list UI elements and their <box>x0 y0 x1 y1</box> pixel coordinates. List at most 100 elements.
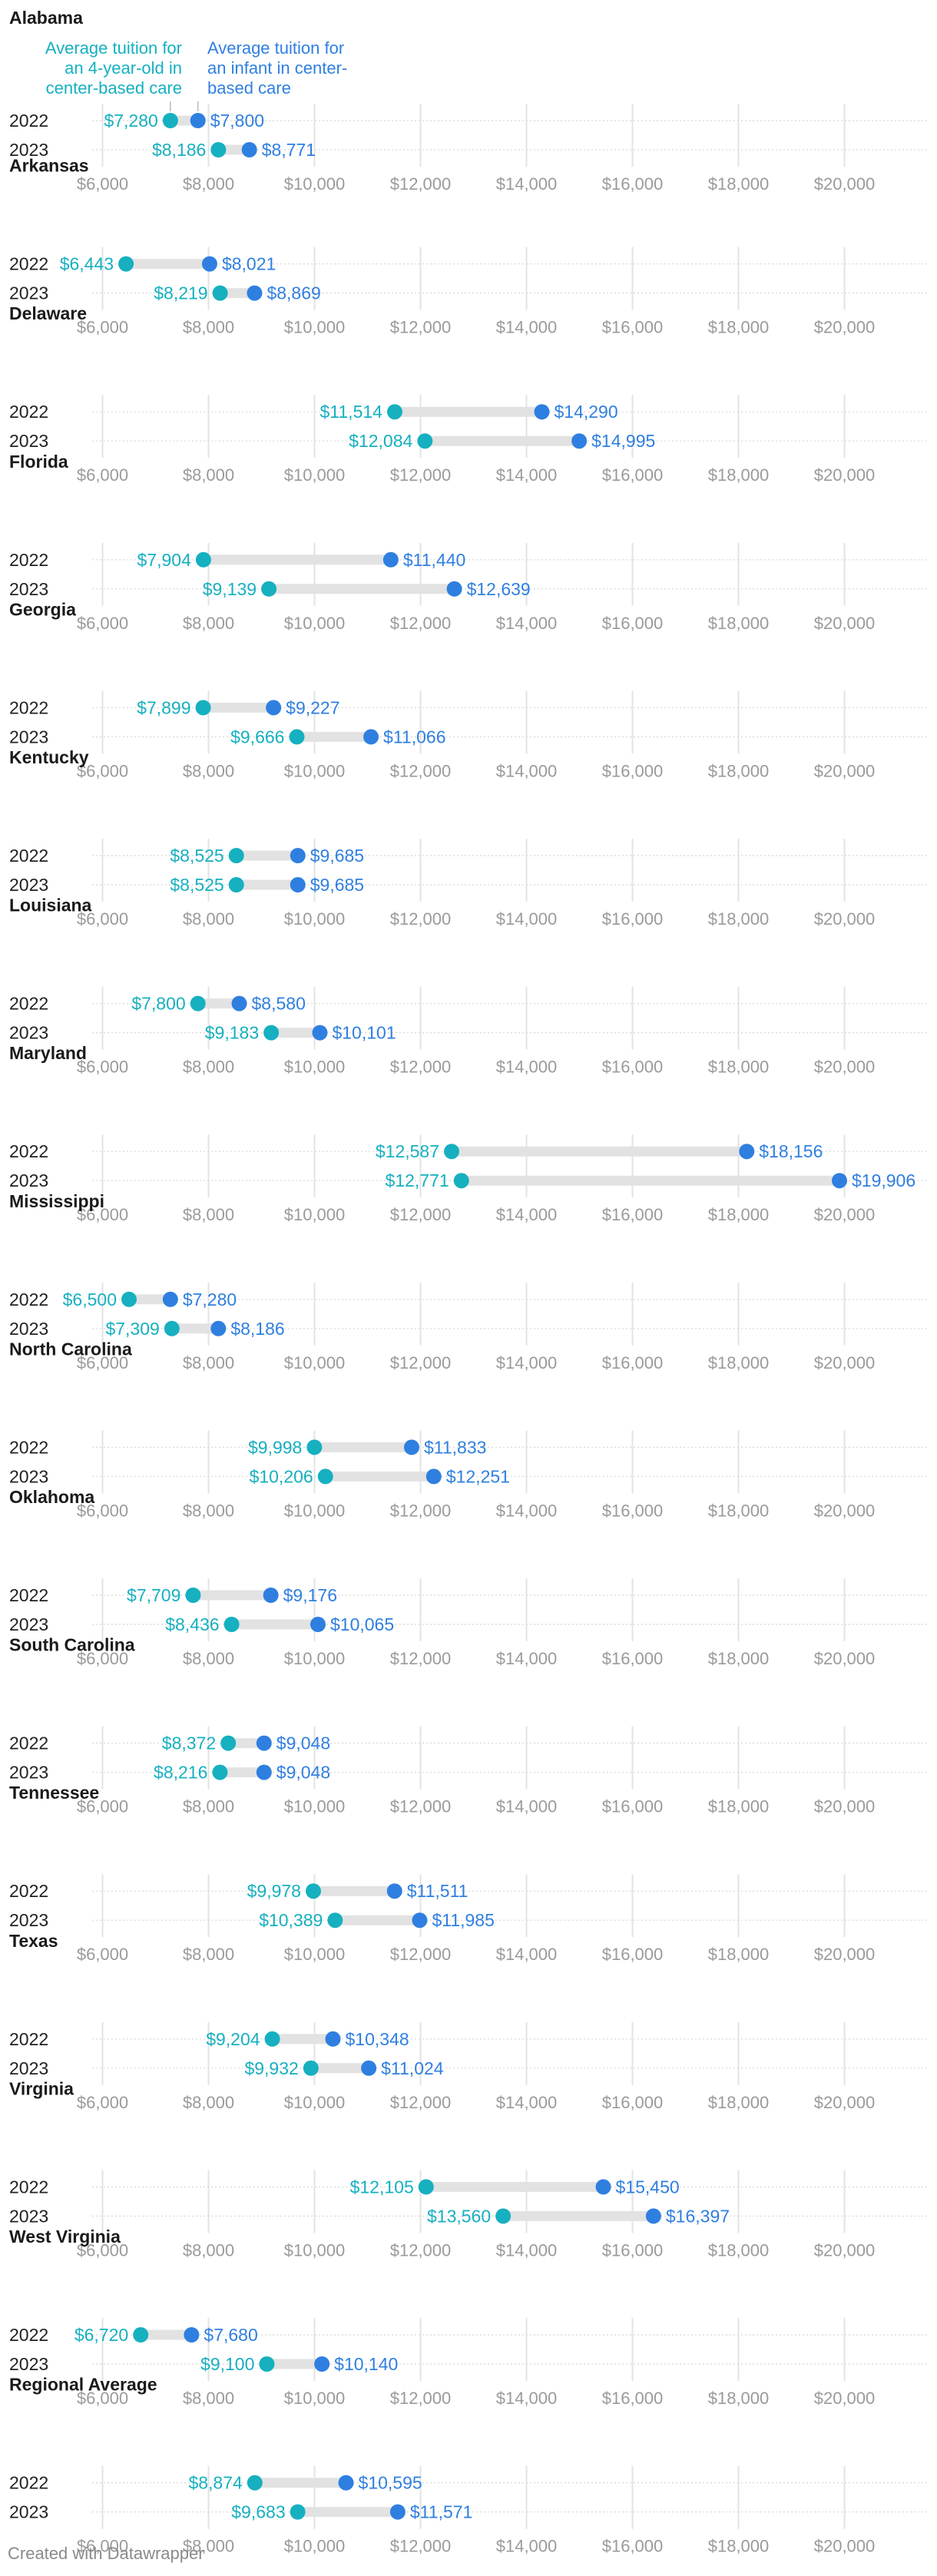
x-tick-label: $12,000 <box>390 1205 452 1224</box>
x-tick-label: $20,000 <box>814 1058 876 1077</box>
dot-infant <box>231 995 247 1012</box>
x-tick-label: $10,000 <box>284 318 346 337</box>
x-tick-label: $16,000 <box>602 614 664 633</box>
group-title-4: Georgia <box>9 599 76 619</box>
x-tick-label: $16,000 <box>602 2389 664 2408</box>
x-tick-label: $20,000 <box>814 1945 876 1964</box>
year-label: 2023 <box>9 875 48 895</box>
x-tick-label: $18,000 <box>708 2240 770 2260</box>
dot-4-year-old <box>223 1617 240 1632</box>
group-title-10: Oklahoma <box>9 1487 94 1507</box>
x-tick-label: $10,000 <box>284 909 346 929</box>
x-tick-label: $10,000 <box>284 1649 346 1668</box>
x-tick-label: $12,000 <box>390 1797 452 1816</box>
x-tick-label: $8,000 <box>183 1649 234 1668</box>
dot-infant <box>446 581 462 597</box>
x-tick-label: $6,000 <box>77 1649 128 1668</box>
x-tick-label: $8,000 <box>183 1058 234 1077</box>
dot-infant <box>338 2475 354 2491</box>
dot-4-year-old <box>212 285 228 301</box>
dot-4-year-old <box>386 404 402 420</box>
value-label-4-year-old: $8,216 <box>154 1763 207 1783</box>
year-label: 2022 <box>9 254 48 274</box>
year-label: 2023 <box>9 727 48 747</box>
x-tick-label: $20,000 <box>814 2537 876 2556</box>
x-tick-label: $6,000 <box>77 1945 128 1964</box>
x-tick-label: $12,000 <box>390 1501 452 1520</box>
value-label-4-year-old: $9,183 <box>205 1023 259 1043</box>
x-tick-label: $16,000 <box>602 1205 664 1224</box>
x-tick-label: $8,000 <box>183 1353 234 1372</box>
value-label-4-year-old: $7,309 <box>105 1319 159 1339</box>
dot-infant <box>832 1173 848 1189</box>
dot-4-year-old <box>303 2060 319 2076</box>
year-label: 2023 <box>9 2502 48 2522</box>
dot-4-year-old <box>162 113 178 128</box>
x-tick-label: $14,000 <box>496 909 558 929</box>
x-tick-label: $8,000 <box>183 1501 234 1520</box>
group-title-15: West Virginia <box>9 2227 121 2247</box>
value-label-4-year-old: $6,443 <box>60 254 114 274</box>
dot-4-year-old <box>305 1883 321 1899</box>
x-tick-label: $12,000 <box>390 1058 452 1077</box>
x-tick-label: $12,000 <box>390 1649 452 1668</box>
value-label-infant: $12,251 <box>446 1466 510 1486</box>
x-tick-label: $8,000 <box>183 318 234 337</box>
dot-infant <box>425 1468 442 1485</box>
value-label-4-year-old: $12,105 <box>350 2177 414 2197</box>
x-tick-label: $10,000 <box>284 2240 346 2260</box>
x-tick-label: $18,000 <box>708 1353 770 1372</box>
value-label-4-year-old: $11,514 <box>320 402 383 422</box>
year-label: 2022 <box>9 2029 48 2049</box>
dot-infant <box>595 2179 611 2195</box>
dot-infant <box>412 1912 428 1929</box>
year-label: 2023 <box>9 1170 48 1190</box>
value-label-infant: $18,156 <box>759 1141 823 1161</box>
x-tick-label: $6,000 <box>77 1501 128 1520</box>
value-label-4-year-old: $9,204 <box>206 2029 260 2049</box>
x-tick-label: $8,000 <box>183 2537 234 2556</box>
value-label-infant: $9,048 <box>276 1733 330 1753</box>
value-label-4-year-old: $9,932 <box>244 2058 298 2078</box>
year-label: 2022 <box>9 1585 48 1605</box>
dot-infant <box>256 1764 272 1780</box>
dot-infant <box>247 285 263 301</box>
x-tick-label: $10,000 <box>284 1945 346 1964</box>
value-label-infant: $16,397 <box>666 2206 730 2226</box>
x-tick-label: $14,000 <box>496 1797 558 1816</box>
value-label-4-year-old: $9,978 <box>247 1881 301 1901</box>
dot-4-year-old <box>259 2356 275 2372</box>
x-tick-label: $14,000 <box>496 2093 558 2112</box>
x-tick-label: $12,000 <box>390 465 452 485</box>
x-tick-label: $6,000 <box>77 2389 128 2408</box>
value-label-4-year-old: $12,771 <box>386 1170 449 1190</box>
x-tick-label: $8,000 <box>183 2240 234 2260</box>
x-tick-label: $12,000 <box>390 761 452 780</box>
x-tick-label: $18,000 <box>708 1205 770 1224</box>
x-tick-label: $14,000 <box>496 1205 558 1224</box>
value-label-4-year-old: $10,206 <box>250 1466 313 1486</box>
year-label: 2023 <box>9 2354 48 2374</box>
dot-infant <box>184 2327 200 2343</box>
dot-4-year-old <box>417 433 433 449</box>
group-title-7: Maryland <box>9 1043 87 1063</box>
x-tick-label: $14,000 <box>496 1353 558 1372</box>
year-label: 2022 <box>9 697 48 717</box>
x-tick-label: $12,000 <box>390 1353 452 1372</box>
x-tick-label: $10,000 <box>284 174 346 194</box>
x-tick-label: $8,000 <box>183 1797 234 1816</box>
value-label-4-year-old: $8,186 <box>152 140 206 160</box>
x-tick-label: $16,000 <box>602 318 664 337</box>
dot-infant <box>263 1588 279 1603</box>
value-label-4-year-old: $9,683 <box>231 2502 285 2522</box>
x-tick-label: $18,000 <box>708 465 770 485</box>
dot-infant <box>389 2504 406 2520</box>
year-label: 2023 <box>9 1023 48 1043</box>
x-tick-label: $20,000 <box>814 465 876 485</box>
x-tick-label: $20,000 <box>814 1353 876 1372</box>
x-tick-label: $12,000 <box>390 2240 452 2260</box>
value-label-infant: $11,440 <box>403 550 465 570</box>
value-label-infant: $9,685 <box>310 846 364 866</box>
footer-credit: Created with Datawrapper <box>8 2544 204 2563</box>
